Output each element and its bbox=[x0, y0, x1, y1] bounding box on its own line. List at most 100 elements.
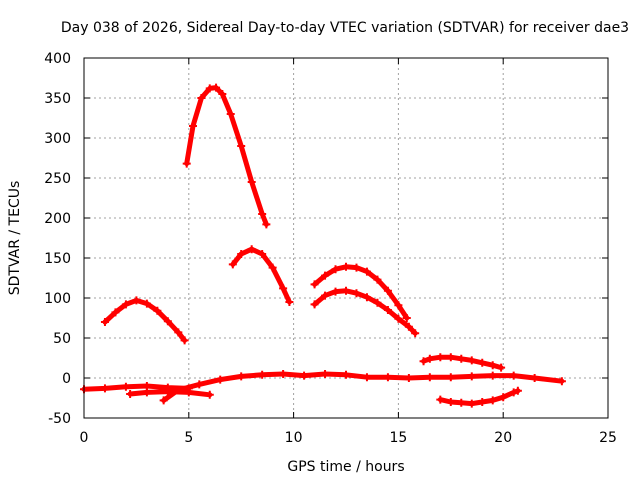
y-tick-label: 200 bbox=[44, 211, 71, 227]
data-point bbox=[497, 363, 506, 372]
data-point bbox=[159, 396, 168, 405]
x-tick-label: 20 bbox=[494, 430, 512, 446]
data-point bbox=[436, 395, 445, 404]
data-point bbox=[478, 398, 487, 406]
y-axis-label: SDTVAR / TECUs bbox=[7, 181, 23, 296]
data-point bbox=[258, 250, 267, 258]
data-point bbox=[279, 370, 288, 378]
data-point bbox=[488, 371, 497, 380]
data-point bbox=[163, 317, 172, 326]
data-point bbox=[321, 271, 330, 280]
series-arc-9 bbox=[419, 353, 506, 372]
data-point bbox=[300, 371, 309, 380]
tick-layer: 0 5 10 15 20 25 -50 0 50 100 150 200 250 300 350 400 bbox=[44, 51, 617, 446]
data-point bbox=[268, 263, 277, 272]
data-point bbox=[342, 262, 350, 271]
data-point bbox=[404, 322, 413, 331]
data-point bbox=[237, 142, 246, 150]
data-point bbox=[321, 291, 330, 300]
data-point bbox=[126, 390, 135, 398]
data-point bbox=[394, 301, 403, 310]
data-point bbox=[404, 374, 413, 382]
data-point bbox=[258, 210, 267, 218]
data-point bbox=[163, 387, 172, 396]
data-point bbox=[488, 361, 497, 370]
series-arc-5 bbox=[182, 83, 271, 229]
data-point bbox=[457, 354, 466, 363]
data-point bbox=[285, 298, 294, 306]
x-tick-label: 15 bbox=[389, 430, 407, 446]
data-point bbox=[142, 299, 151, 308]
data-point bbox=[383, 286, 392, 295]
series-line bbox=[81, 383, 192, 392]
y-tick-label: -50 bbox=[48, 411, 71, 427]
data-point bbox=[478, 358, 487, 367]
data-point bbox=[226, 110, 235, 118]
y-tick-label: 350 bbox=[44, 91, 71, 107]
data-point bbox=[100, 384, 109, 393]
y-tick-label: 100 bbox=[44, 291, 71, 307]
data-point bbox=[182, 159, 191, 168]
data-point bbox=[197, 94, 206, 102]
data-point bbox=[342, 286, 350, 295]
data-point bbox=[228, 260, 237, 269]
plot-frame bbox=[83, 57, 609, 419]
data-point bbox=[342, 370, 350, 379]
data-point bbox=[258, 370, 267, 379]
data-point bbox=[362, 293, 371, 302]
data-point bbox=[121, 300, 130, 309]
x-axis-label: GPS time / hours bbox=[287, 459, 404, 475]
data-point bbox=[321, 370, 330, 378]
series-arc-6 bbox=[228, 245, 294, 306]
series-arc-3 bbox=[126, 387, 214, 399]
data-point bbox=[310, 300, 319, 309]
data-point bbox=[188, 122, 197, 130]
data-point bbox=[402, 314, 411, 322]
data-point bbox=[488, 396, 497, 405]
data-point bbox=[425, 373, 434, 382]
series-arc-8 bbox=[310, 286, 420, 338]
x-tick-label: 25 bbox=[599, 430, 617, 446]
data-point bbox=[310, 280, 319, 289]
data-point bbox=[121, 382, 130, 391]
x-tick-label: 0 bbox=[80, 430, 89, 446]
data-point bbox=[446, 398, 455, 406]
series-arc-4 bbox=[159, 370, 566, 405]
data-point bbox=[373, 298, 382, 307]
data-point bbox=[446, 373, 455, 382]
series-line bbox=[184, 85, 269, 227]
data-point bbox=[262, 220, 271, 229]
data-point bbox=[331, 287, 340, 296]
data-point bbox=[513, 386, 522, 395]
series-line bbox=[102, 297, 188, 343]
data-point bbox=[216, 375, 225, 384]
data-point bbox=[100, 318, 109, 326]
series-layer bbox=[80, 83, 566, 408]
data-point bbox=[218, 90, 227, 98]
data-point bbox=[132, 296, 141, 305]
data-point bbox=[174, 386, 183, 394]
y-tick-label: 400 bbox=[44, 51, 71, 67]
data-point bbox=[509, 388, 518, 397]
data-point bbox=[247, 178, 256, 186]
y-tick-label: 300 bbox=[44, 131, 71, 147]
data-point bbox=[467, 372, 476, 381]
data-point bbox=[446, 353, 455, 362]
data-point bbox=[331, 265, 340, 274]
series-arc-2 bbox=[100, 296, 189, 345]
data-point bbox=[142, 388, 151, 397]
x-tick-label: 10 bbox=[285, 430, 303, 446]
data-point bbox=[153, 306, 162, 315]
data-point bbox=[362, 267, 371, 276]
data-point bbox=[174, 328, 183, 337]
data-point bbox=[237, 372, 246, 381]
data-point bbox=[467, 399, 476, 408]
data-point bbox=[425, 354, 434, 363]
data-point bbox=[247, 245, 256, 254]
data-point bbox=[279, 284, 288, 293]
data-point bbox=[394, 314, 403, 323]
data-point bbox=[180, 336, 189, 345]
series-arc-7 bbox=[310, 262, 411, 322]
